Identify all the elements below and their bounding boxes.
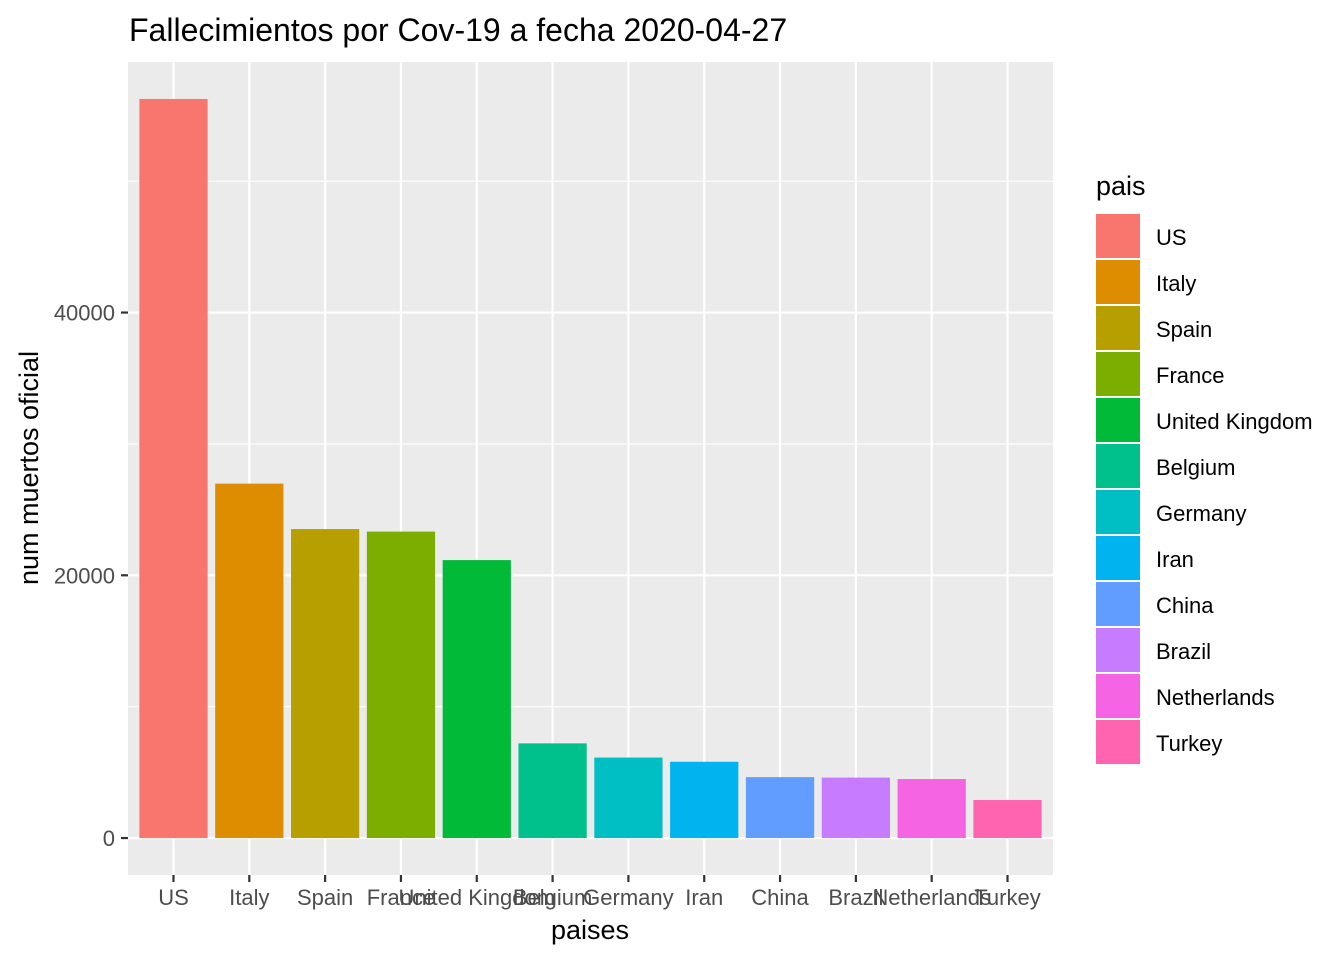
bar-netherlands bbox=[897, 779, 966, 839]
legend-label: United Kingdom bbox=[1156, 409, 1313, 434]
bar-spain bbox=[291, 529, 360, 839]
legend-key bbox=[1096, 536, 1140, 580]
bar-france bbox=[366, 531, 436, 839]
x-tick-label: France bbox=[367, 885, 435, 910]
legend-label: Iran bbox=[1156, 547, 1194, 572]
legend-key bbox=[1096, 214, 1140, 258]
legend-key bbox=[1096, 260, 1140, 304]
legend-label: France bbox=[1156, 363, 1224, 388]
x-tick-label: Germany bbox=[583, 885, 673, 910]
y-tick-label: 0 bbox=[103, 826, 115, 851]
x-tick-label: Iran bbox=[685, 885, 723, 910]
bar-belgium bbox=[518, 743, 587, 839]
legend-label: China bbox=[1156, 593, 1214, 618]
legend-key bbox=[1096, 444, 1140, 488]
bar-iran bbox=[670, 761, 739, 839]
x-tick-label: United Kingdom bbox=[398, 885, 555, 910]
legend-label: Brazil bbox=[1156, 639, 1211, 664]
bar-italy bbox=[215, 483, 284, 839]
legend-label: Netherlands bbox=[1156, 685, 1275, 710]
y-axis-title: num muertos oficial bbox=[14, 351, 44, 585]
legend-key bbox=[1096, 352, 1140, 396]
legend-label: Turkey bbox=[1156, 731, 1222, 756]
bars bbox=[139, 98, 1042, 839]
legend-key bbox=[1096, 398, 1140, 442]
legend-label: Belgium bbox=[1156, 455, 1235, 480]
legend-key bbox=[1096, 306, 1140, 350]
bar-germany bbox=[594, 757, 663, 839]
x-tick-label: Netherlands bbox=[872, 885, 991, 910]
legend-key bbox=[1096, 490, 1140, 534]
legend-title: pais bbox=[1096, 171, 1146, 201]
x-axis-title: paises bbox=[551, 915, 629, 945]
legend-key bbox=[1096, 720, 1140, 764]
y-axis: 0 20000 40000 bbox=[54, 301, 128, 851]
x-tick-label: US bbox=[158, 885, 189, 910]
y-tick-label: 20000 bbox=[54, 563, 115, 588]
x-tick-label: Brazil bbox=[828, 885, 883, 910]
plot-panel bbox=[128, 62, 1053, 875]
legend-label: Germany bbox=[1156, 501, 1246, 526]
legend-key bbox=[1096, 674, 1140, 718]
legend-key bbox=[1096, 582, 1140, 626]
x-tick-label: China bbox=[751, 885, 809, 910]
x-tick-label: Belgium bbox=[513, 885, 592, 910]
x-tick-label: Spain bbox=[297, 885, 353, 910]
bar-brazil bbox=[821, 777, 890, 839]
chart-title: Fallecimientos por Cov-19 a fecha 2020-0… bbox=[129, 12, 787, 48]
x-tick-label: Turkey bbox=[974, 885, 1040, 910]
bar-united-kingdom bbox=[442, 560, 511, 839]
x-tick-label: Italy bbox=[229, 885, 269, 910]
legend: pais US Italy Spain France United Kingdom Bel… bbox=[1096, 171, 1313, 764]
legend-label: US bbox=[1156, 225, 1187, 250]
legend-label: Spain bbox=[1156, 317, 1212, 342]
bar-china bbox=[745, 777, 815, 839]
legend-key bbox=[1096, 628, 1140, 672]
bar-us bbox=[139, 98, 208, 839]
bar-turkey bbox=[973, 799, 1042, 839]
legend-label: Italy bbox=[1156, 271, 1196, 296]
y-tick-label: 40000 bbox=[54, 301, 115, 326]
